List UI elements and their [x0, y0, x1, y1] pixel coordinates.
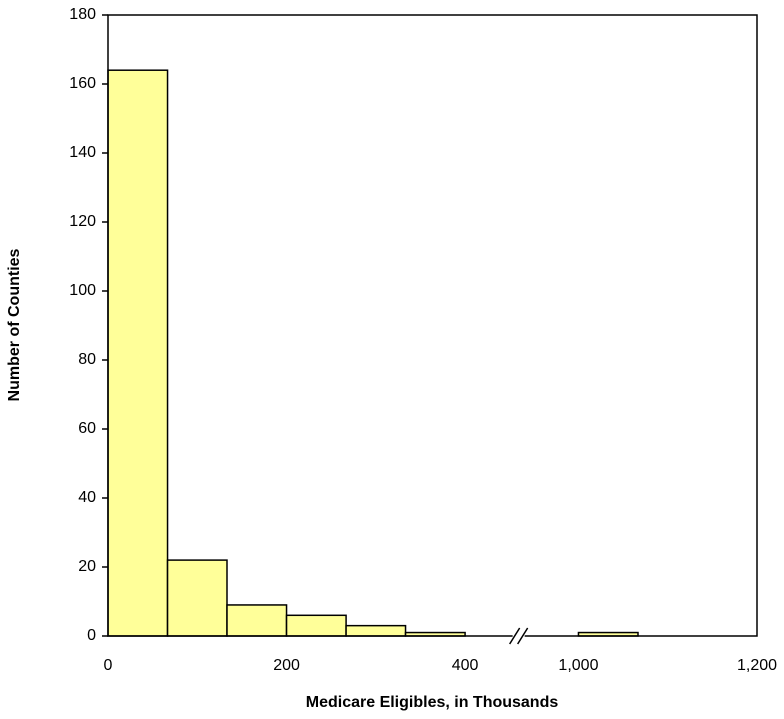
x-tick-label: 0	[104, 657, 113, 674]
y-tick-label: 20	[78, 558, 96, 575]
y-tick-label: 80	[78, 351, 96, 368]
x-tick-label: 1,200	[737, 657, 777, 674]
bar	[107, 69, 169, 637]
y-tick-label: 140	[69, 144, 96, 161]
y-tick-label: 160	[69, 75, 96, 92]
y-tick-label: 0	[87, 627, 96, 644]
bar	[166, 559, 228, 637]
x-axis-title: Medicare Eligibles, in Thousands	[306, 694, 559, 711]
x-tick-label: 400	[452, 657, 479, 674]
axis-break-gap	[512, 633, 525, 639]
bar	[226, 604, 288, 637]
y-tick-label: 180	[69, 6, 96, 23]
bar	[285, 614, 347, 637]
x-tick-label: 1,000	[558, 657, 598, 674]
plot-frame	[107, 14, 758, 637]
axis-break-mark	[517, 627, 529, 645]
y-tick-label: 40	[78, 489, 96, 506]
x-tick-label: 200	[273, 657, 300, 674]
y-axis-title: Number of Counties	[6, 248, 23, 401]
y-tick-label: 60	[78, 420, 96, 437]
bar	[345, 624, 407, 637]
y-tick-label: 120	[69, 213, 96, 230]
axis-break-mark	[509, 627, 521, 645]
y-tick-label: 100	[69, 282, 96, 299]
